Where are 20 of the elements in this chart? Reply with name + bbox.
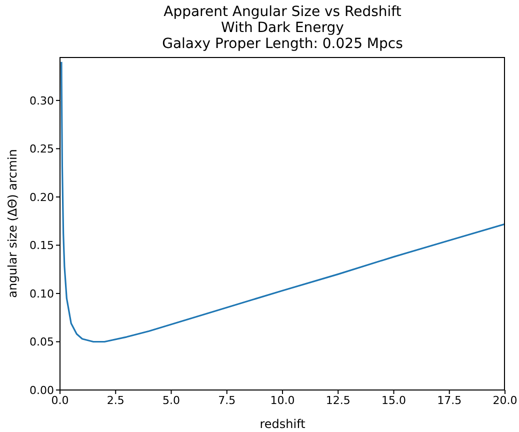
x-tick-label: 20.0 <box>492 394 518 407</box>
y-tick-label: 0.30 <box>30 94 54 108</box>
x-tick-label: 10.0 <box>270 394 295 407</box>
chart-title: Apparent Angular Size vs Redshift With Dark Energy Galaxy Proper Length: 0.025 Mpcs <box>161 4 404 52</box>
x-tick-label: 0.0 <box>51 394 69 407</box>
x-tick-label: 2.5 <box>106 394 124 407</box>
y-tick-label: 0.05 <box>30 336 54 349</box>
x-tick-label: 7.5 <box>218 394 236 407</box>
y-tick-label: 0.15 <box>30 239 54 252</box>
y-tick-label: 0.20 <box>30 190 54 204</box>
x-tick-label: 5.0 <box>162 394 180 407</box>
line-series <box>60 61 505 343</box>
y-tick-label: 0.25 <box>30 142 54 156</box>
y-tick-label: 0.10 <box>30 287 54 300</box>
x-tick-label: 15.0 <box>382 394 406 407</box>
y-axis-title: angular size (ΔΘ) arcmin <box>5 149 20 298</box>
x-tick-label: 17.5 <box>437 394 462 407</box>
x-axis-title: redshift <box>260 417 306 431</box>
x-tick-label: 12.5 <box>326 394 350 407</box>
y-tick-label: 0.00 <box>30 384 54 397</box>
